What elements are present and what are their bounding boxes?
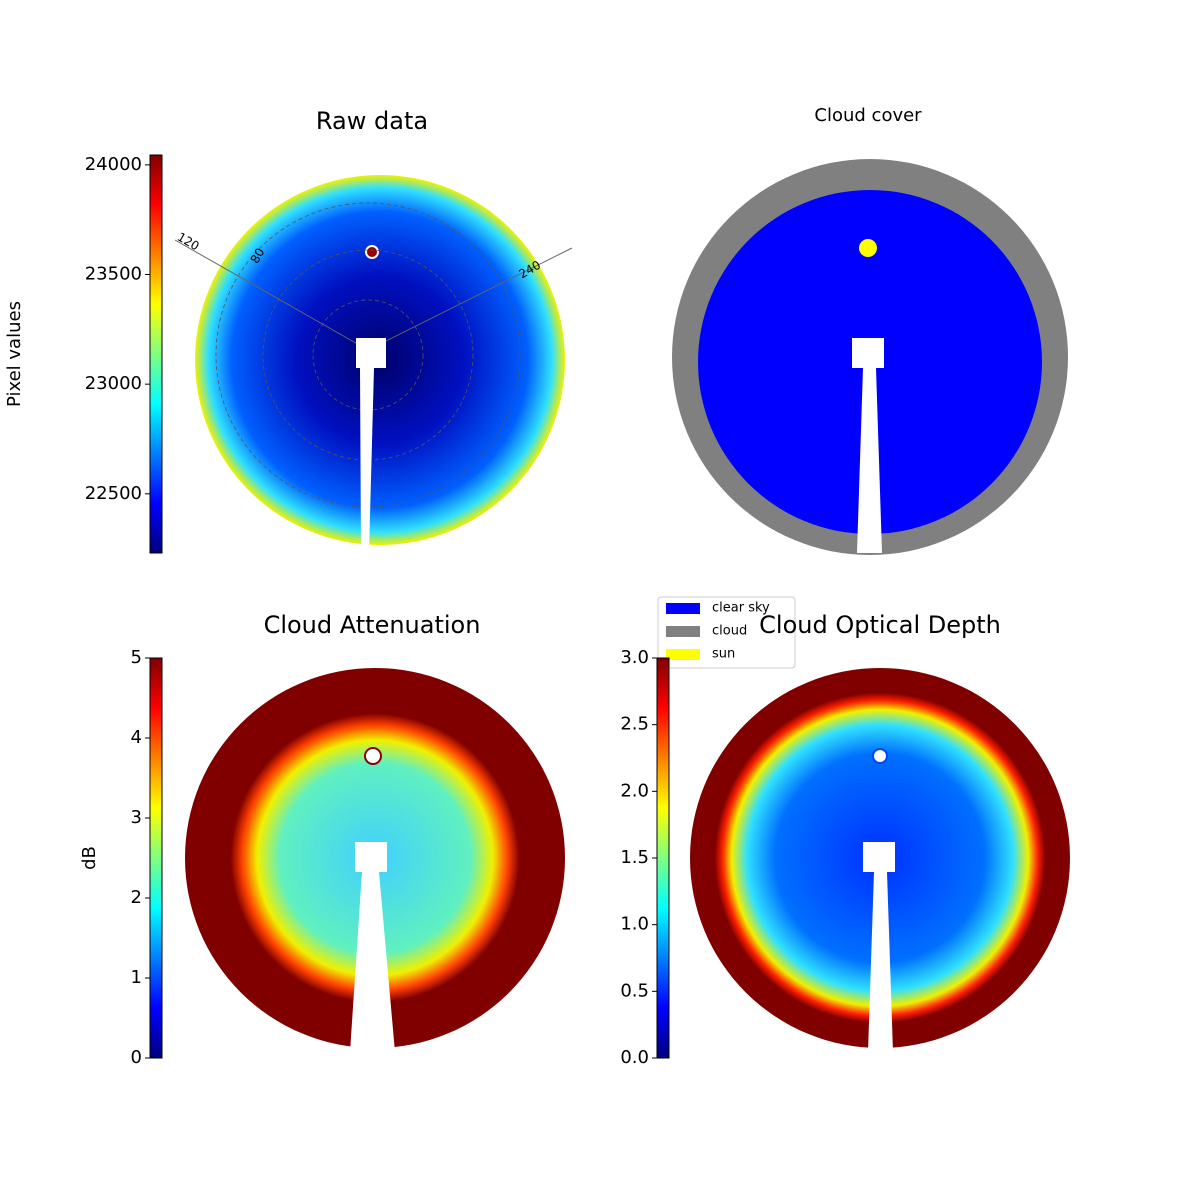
colorbar-tick-label: 2.0: [620, 780, 649, 801]
colorbar: [149, 154, 163, 554]
colorbar-label: dB: [79, 846, 100, 870]
colorbar-tick-label: 0.0: [620, 1047, 649, 1068]
chart-title: Cloud cover: [814, 105, 922, 126]
legend-swatch: [666, 603, 700, 614]
colorbar-tick-label: 22500: [85, 483, 142, 504]
colorbar-tick-label: 3: [131, 807, 142, 828]
chart-title: Cloud Attenuation: [264, 611, 481, 639]
chart-title: Cloud Optical Depth: [759, 611, 1001, 639]
chart-title: Raw data: [316, 107, 428, 135]
sun-spot: [364, 747, 382, 765]
colorbar-tick-label: 23000: [85, 373, 142, 394]
sun-spot: [365, 245, 379, 259]
colorbar-tick-label: 0: [131, 1047, 142, 1068]
legend-swatch: [666, 649, 700, 660]
colorbar-tick-label: 1: [131, 967, 142, 988]
colorbar-tick-label: 5: [131, 647, 142, 668]
colorbar: [149, 657, 163, 1059]
legend-label: cloud: [712, 624, 747, 639]
colorbar-tick-label: 23500: [85, 264, 142, 285]
sun-spot: [872, 748, 888, 764]
colorbar-tick-label: 1.0: [620, 914, 649, 935]
colorbar-tick-label: 3.0: [620, 647, 649, 668]
legend-label: sun: [712, 647, 735, 662]
polar-label: 120: [175, 230, 202, 254]
colorbar-tick-label: 2: [131, 887, 142, 908]
colorbar-tick-label: 1.5: [620, 847, 649, 868]
sun-region: [859, 239, 877, 257]
legend-swatch: [666, 626, 700, 637]
colorbar-tick-label: 4: [131, 727, 142, 748]
colorbar-label: Pixel values: [4, 301, 25, 407]
polar-spokes: [174, 239, 573, 351]
legend-label: clear sky: [712, 601, 770, 616]
polar-label: 80: [248, 246, 268, 266]
colorbar: [656, 657, 670, 1059]
masts: [350, 338, 895, 1052]
sky-images: [174, 159, 1070, 1052]
colorbar-tick-label: 0.5: [620, 980, 649, 1001]
colorbar-tick-label: 2.5: [620, 714, 649, 735]
colorbar-tick-label: 24000: [85, 154, 142, 175]
